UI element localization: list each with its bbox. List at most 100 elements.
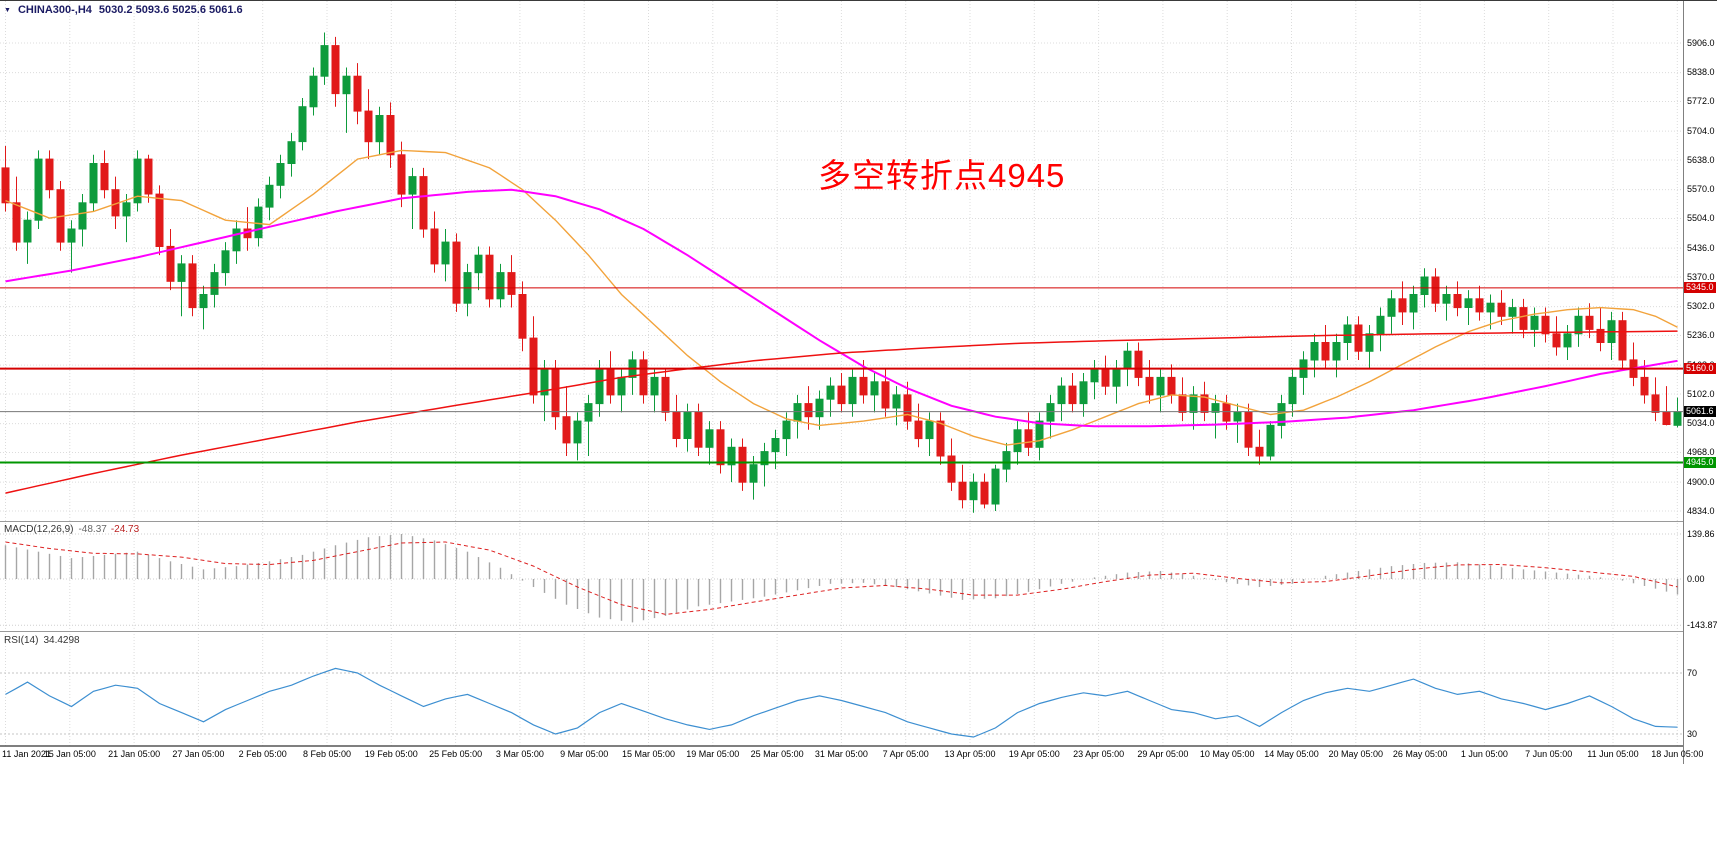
candle-body xyxy=(639,359,648,396)
candle-body xyxy=(1,167,10,204)
candle-body xyxy=(23,219,32,243)
ma-fast-orange-line xyxy=(5,149,1678,446)
rsi-tick-label: 70 xyxy=(1687,667,1698,678)
candle-body xyxy=(375,115,384,143)
price-level-badge: 4945.0 xyxy=(1684,457,1716,469)
candle-body xyxy=(738,446,747,483)
rsi-name: RSI(14) xyxy=(4,635,39,646)
price-tick-label: 5504.0 xyxy=(1687,213,1715,223)
price-axis[interactable]: 5906.0 5838.0 5772.0 5704.0 5638.0 5570.0 5504… xyxy=(1683,1,1717,764)
candle-body xyxy=(1079,381,1088,405)
time-tick-label: 7 Apr 05:00 xyxy=(882,749,929,759)
candle-body xyxy=(1420,276,1429,295)
candle-body xyxy=(958,481,967,501)
chart-annotation-text[interactable]: 多空转折点4945 xyxy=(818,157,1066,194)
time-tick-label: 15 Mar 05:00 xyxy=(621,749,676,759)
candle-body xyxy=(573,420,582,444)
candle-body xyxy=(1013,429,1022,453)
candle-body xyxy=(749,464,758,483)
candle-body xyxy=(903,394,912,422)
candle-body xyxy=(815,398,824,418)
candle-body xyxy=(617,376,626,396)
time-tick-label: 26 May 05:00 xyxy=(1392,749,1448,759)
candle-body xyxy=(276,163,285,186)
price-tick-label: 5034.0 xyxy=(1687,418,1715,429)
time-tick-label: 19 Mar 05:00 xyxy=(686,749,740,759)
candle-body xyxy=(1068,385,1077,405)
candle-body xyxy=(1145,376,1154,396)
candle-body xyxy=(199,294,208,309)
rsi-tick-label: 30 xyxy=(1687,728,1698,739)
candle-body xyxy=(89,163,98,204)
candle-body xyxy=(969,481,978,501)
candle-body xyxy=(122,202,131,217)
candle-body xyxy=(925,420,934,440)
price-tick-label: 5906.0 xyxy=(1687,37,1715,48)
candle-body xyxy=(1167,376,1176,396)
macd-tick-label: 0.00 xyxy=(1687,573,1705,584)
candle-body xyxy=(551,368,560,418)
candle-body xyxy=(1123,350,1132,370)
candle-body xyxy=(298,106,307,143)
candle-body xyxy=(441,241,450,265)
candle-body xyxy=(408,176,417,195)
candle-body xyxy=(1651,394,1660,413)
candle-body xyxy=(1046,403,1055,422)
time-tick-label: 2 Feb 05:00 xyxy=(238,749,287,759)
candle-body xyxy=(1574,315,1583,335)
ohlc-readout: 5030.2 5093.6 5025.6 5061.6 xyxy=(98,4,243,16)
candle-body xyxy=(837,385,846,405)
symbol-title: CHINA300-,H4 xyxy=(17,4,92,16)
price-tick-label: 5704.0 xyxy=(1687,125,1715,136)
candle-body xyxy=(870,381,879,396)
candle-body xyxy=(331,45,340,95)
candle-body xyxy=(1508,307,1517,317)
price-tick-label: 5638.0 xyxy=(1687,154,1715,165)
time-tick-label: 19 Feb 05:00 xyxy=(364,749,418,759)
candle-body xyxy=(12,202,21,243)
candle-body xyxy=(562,416,571,444)
rsi-line xyxy=(5,667,1678,738)
time-tick-label: 19 Apr 05:00 xyxy=(1008,749,1060,759)
price-tick-label: 4834.0 xyxy=(1687,505,1715,516)
candle-body xyxy=(848,376,857,405)
candle-body xyxy=(694,411,703,448)
candle-body xyxy=(1112,368,1121,387)
candle-body xyxy=(430,228,439,265)
candle-body xyxy=(1189,394,1198,413)
time-tick-label: 21 Jan 05:00 xyxy=(108,749,161,759)
price-tick-label: 5772.0 xyxy=(1687,96,1715,106)
time-tick-label: 18 Jun 05:00 xyxy=(1651,749,1704,759)
time-axis[interactable]: 11 Jan 2021 15 Jan 05:00 21 Jan 05:00 27 Ja… xyxy=(0,748,1717,763)
candle-body xyxy=(210,272,219,295)
time-tick-label: 10 May 05:00 xyxy=(1199,749,1255,759)
candle-body xyxy=(672,411,681,439)
candle-body xyxy=(1475,298,1484,313)
candle-body xyxy=(144,158,153,195)
candle-body xyxy=(397,154,406,195)
candle-body xyxy=(650,376,659,396)
candle-body xyxy=(188,263,197,309)
candle-body xyxy=(100,163,109,191)
chart-canvas[interactable] xyxy=(0,1,1683,747)
candle-body xyxy=(1618,320,1627,361)
candle-body xyxy=(980,481,989,505)
candle-body xyxy=(606,368,615,396)
candle-body xyxy=(1596,328,1605,343)
time-tick-label: 14 May 05:00 xyxy=(1264,749,1319,759)
candle-body xyxy=(716,429,725,466)
candle-body xyxy=(474,254,483,274)
candle-body xyxy=(155,193,164,248)
candle-body xyxy=(1563,333,1572,348)
candle-body xyxy=(529,337,538,396)
candle-body xyxy=(881,381,890,409)
candle-body xyxy=(386,115,395,156)
candle-body xyxy=(177,263,186,282)
candle-body xyxy=(661,376,670,413)
candle-body xyxy=(1431,276,1440,304)
candle-body xyxy=(727,446,736,466)
candle-body xyxy=(364,110,373,143)
candle-body xyxy=(1376,315,1385,335)
candle-body xyxy=(1002,451,1011,470)
candle-body xyxy=(947,455,956,483)
